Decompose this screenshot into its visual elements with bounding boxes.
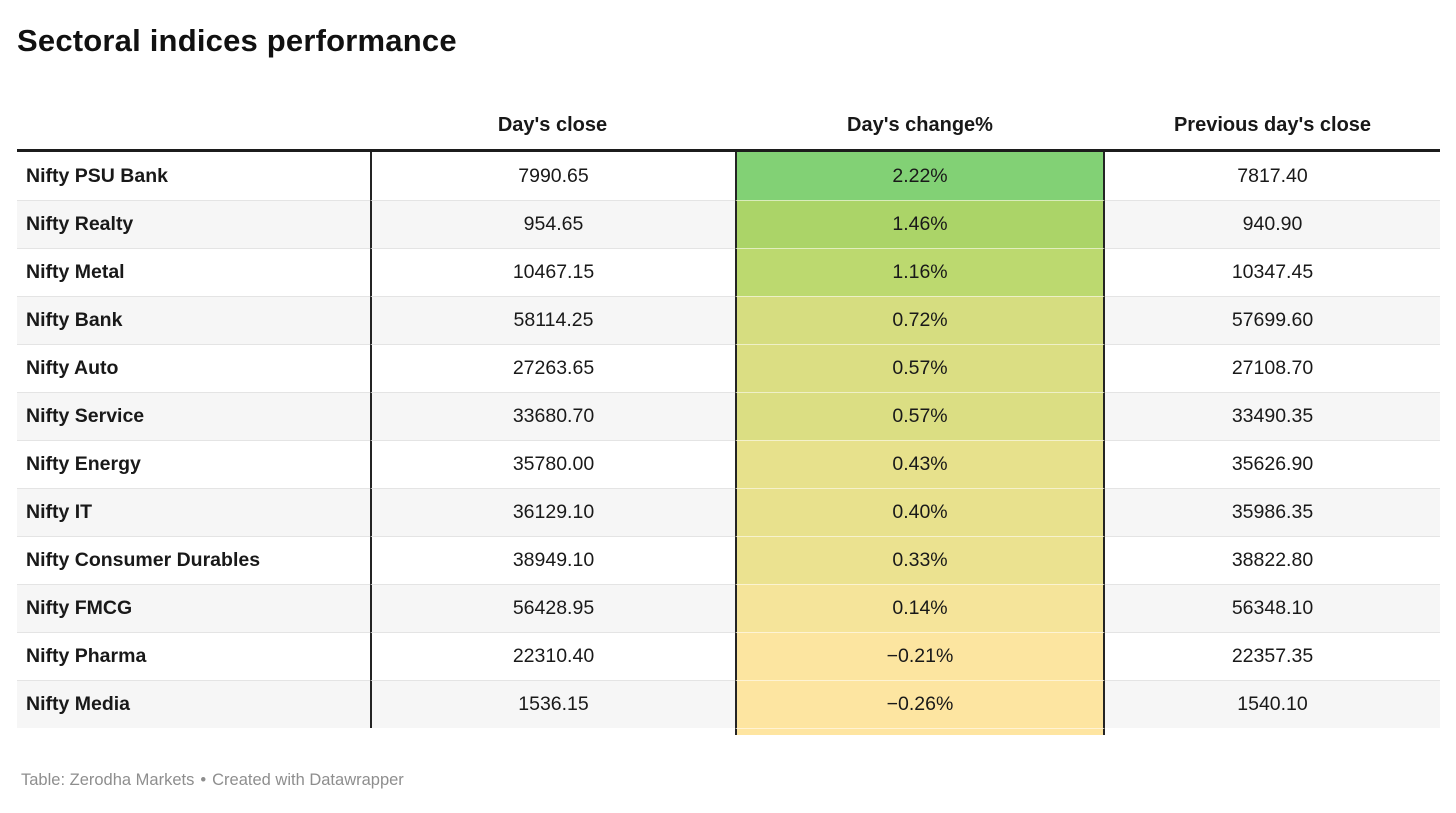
prev-close-value: 27108.70 xyxy=(1105,344,1440,392)
prev-close-value: 22357.35 xyxy=(1105,632,1440,680)
table-row: Nifty Energy 35780.00 0.43% 35626.90 xyxy=(17,440,1440,488)
days-change-cell: 0.72% xyxy=(735,296,1105,344)
days-close-value: 56428.95 xyxy=(370,584,735,632)
days-change-cell: −0.26% xyxy=(735,680,1105,728)
days-close-value: 22310.40 xyxy=(370,632,735,680)
prev-close-value: 35626.90 xyxy=(1105,440,1440,488)
datawrapper-table-page: Sectoral indices performance Day's close… xyxy=(17,23,1440,790)
header-previous-days-close: Previous day's close xyxy=(1173,114,1372,136)
header-days-change: Day's change% xyxy=(847,114,993,136)
prev-close-value: 10347.45 xyxy=(1105,248,1440,296)
days-close-value: 954.65 xyxy=(370,200,735,248)
row-label: Nifty Pharma xyxy=(17,632,370,680)
row-label: Nifty IT xyxy=(17,488,370,536)
row-label: Nifty Realty xyxy=(17,200,370,248)
cropped-change-cell xyxy=(735,728,1105,735)
table-row: Nifty PSU Bank 7990.65 2.22% 7817.40 xyxy=(17,152,1440,200)
days-change-cell: 1.46% xyxy=(735,200,1105,248)
prev-close-value: 38822.80 xyxy=(1105,536,1440,584)
row-label: Nifty FMCG xyxy=(17,584,370,632)
table-row: Nifty Service 33680.70 0.57% 33490.35 xyxy=(17,392,1440,440)
table-row: Nifty Realty 954.65 1.46% 940.90 xyxy=(17,200,1440,248)
days-close-value: 36129.10 xyxy=(370,488,735,536)
days-change-cell: 2.22% xyxy=(735,152,1105,200)
page-title: Sectoral indices performance xyxy=(17,23,457,58)
prev-close-value: 33490.35 xyxy=(1105,392,1440,440)
row-label: Nifty Auto xyxy=(17,344,370,392)
footer-source-text: Table: Zerodha Markets xyxy=(21,771,195,789)
days-change-cell: 0.43% xyxy=(735,440,1105,488)
table-header-row: Day's close Day's change% Previous day's… xyxy=(17,114,1440,152)
footer-separator: • xyxy=(200,771,207,789)
table-row: Nifty IT 36129.10 0.40% 35986.35 xyxy=(17,488,1440,536)
table-row: Nifty Media 1536.15 −0.26% 1540.10 xyxy=(17,680,1440,728)
prev-close-value: 940.90 xyxy=(1105,200,1440,248)
prev-close-value: 35986.35 xyxy=(1105,488,1440,536)
table-footer: Table: Zerodha Markets • Created with Data… xyxy=(17,771,1440,790)
days-change-cell: 1.16% xyxy=(735,248,1105,296)
days-change-cell: 0.40% xyxy=(735,488,1105,536)
row-label: Nifty Service xyxy=(17,392,370,440)
row-label: Nifty Metal xyxy=(17,248,370,296)
days-change-cell: −0.21% xyxy=(735,632,1105,680)
days-close-value: 10467.15 xyxy=(370,248,735,296)
prev-close-value: 7817.40 xyxy=(1105,152,1440,200)
days-close-value: 38949.10 xyxy=(370,536,735,584)
table-row: Nifty Pharma 22310.40 −0.21% 22357.35 xyxy=(17,632,1440,680)
days-close-value: 35780.00 xyxy=(370,440,735,488)
datawrapper-credit-link[interactable]: Created with Datawrapper xyxy=(212,771,404,789)
row-label: Nifty Bank xyxy=(17,296,370,344)
days-change-cell: 0.57% xyxy=(735,392,1105,440)
table-row: Nifty Bank 58114.25 0.72% 57699.60 xyxy=(17,296,1440,344)
row-label: Nifty PSU Bank xyxy=(17,152,370,200)
days-close-value: 27263.65 xyxy=(370,344,735,392)
row-label: Nifty Media xyxy=(17,680,370,728)
prev-close-value: 1540.10 xyxy=(1105,680,1440,728)
days-close-value: 1536.15 xyxy=(370,680,735,728)
prev-close-value: 56348.10 xyxy=(1105,584,1440,632)
days-change-cell: 0.14% xyxy=(735,584,1105,632)
table-row: Nifty FMCG 56428.95 0.14% 56348.10 xyxy=(17,584,1440,632)
days-close-value: 33680.70 xyxy=(370,392,735,440)
header-days-close: Day's close xyxy=(497,114,608,136)
days-close-value: 7990.65 xyxy=(370,152,735,200)
prev-close-value: 57699.60 xyxy=(1105,296,1440,344)
table-body: Nifty PSU Bank 7990.65 2.22% 7817.40 Nif… xyxy=(17,152,1440,728)
table-row: Nifty Consumer Durables 38949.10 0.33% 3… xyxy=(17,536,1440,584)
table-row: Nifty Metal 10467.15 1.16% 10347.45 xyxy=(17,248,1440,296)
days-change-cell: 0.33% xyxy=(735,536,1105,584)
row-label: Nifty Consumer Durables xyxy=(17,536,370,584)
cropped-next-row xyxy=(17,728,1440,735)
table-row: Nifty Auto 27263.65 0.57% 27108.70 xyxy=(17,344,1440,392)
days-close-value: 58114.25 xyxy=(370,296,735,344)
row-label: Nifty Energy xyxy=(17,440,370,488)
days-change-cell: 0.57% xyxy=(735,344,1105,392)
